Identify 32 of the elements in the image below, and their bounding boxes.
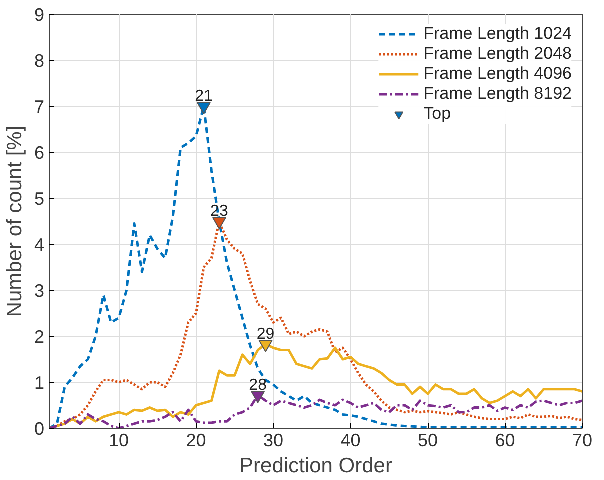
y-axis-title: Number of count [%] bbox=[3, 126, 26, 318]
legend-label: Frame Length 8192 bbox=[424, 84, 572, 104]
y-tick-label: 8 bbox=[34, 51, 45, 71]
y-tick-label: 1 bbox=[34, 373, 45, 393]
y-tick-label: 4 bbox=[34, 235, 45, 255]
legend-label: Frame Length 4096 bbox=[424, 64, 572, 84]
x-tick-label: 40 bbox=[340, 430, 361, 450]
legend-label: Frame Length 1024 bbox=[424, 24, 572, 44]
point bbox=[196, 102, 211, 115]
y-tick-label: 5 bbox=[34, 189, 45, 209]
x-axis-title: Prediction Order bbox=[240, 454, 392, 478]
legend-label: Top bbox=[424, 104, 452, 124]
x-tick-label: 60 bbox=[495, 430, 516, 450]
x-tick-label: 70 bbox=[572, 430, 593, 450]
annotation: 28 bbox=[249, 376, 268, 394]
legend-label: Frame Length 2048 bbox=[424, 44, 572, 64]
y-tick-label: 9 bbox=[34, 5, 45, 25]
x-tick-label: 30 bbox=[264, 430, 284, 450]
y-tick-label: 2 bbox=[34, 327, 45, 347]
point bbox=[251, 391, 266, 404]
x-tick-label: 20 bbox=[186, 430, 206, 450]
y-tick-label: 6 bbox=[34, 143, 45, 163]
y-tick-label: 3 bbox=[34, 281, 45, 301]
x-tick-label: 50 bbox=[418, 430, 438, 450]
annotation: 29 bbox=[256, 326, 275, 343]
point bbox=[258, 340, 273, 352]
y-tick-label: 7 bbox=[34, 97, 45, 117]
y-tick-label: 0 bbox=[34, 419, 45, 439]
annotation: 21 bbox=[195, 88, 213, 105]
annotation: 23 bbox=[210, 202, 228, 220]
x-tick-label: 10 bbox=[109, 430, 130, 450]
point bbox=[212, 217, 226, 230]
